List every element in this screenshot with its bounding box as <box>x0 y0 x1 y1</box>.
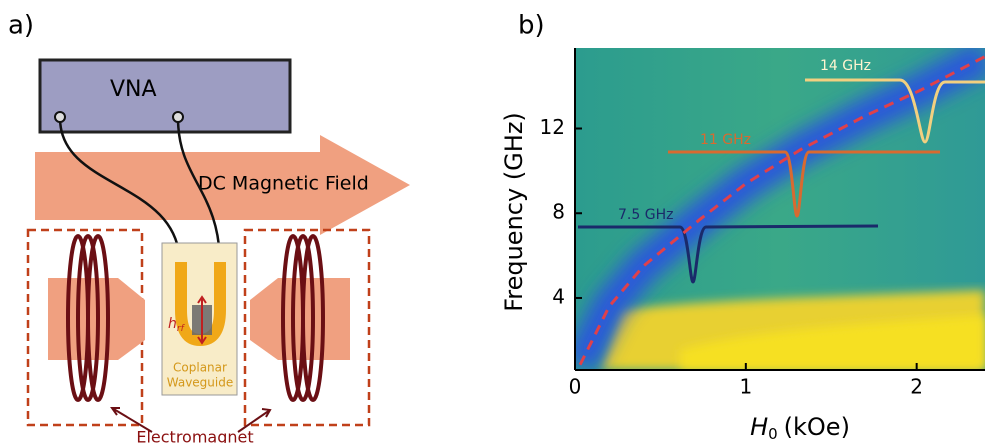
annotation: 14 GHz <box>820 58 871 74</box>
field-label: DC Magnetic Field <box>198 173 369 195</box>
x-tick-label: 1 <box>739 375 752 399</box>
x-symbol: H <box>750 413 768 441</box>
y-axis-label: Frequency (GHz) <box>500 112 528 312</box>
panel-label: b) <box>518 11 545 41</box>
waveguide-label: Waveguide <box>167 376 234 390</box>
x-axis-label: H0 (kOe) <box>750 413 850 443</box>
vna-box <box>40 60 290 132</box>
annotation: 11 GHz <box>700 132 751 148</box>
pole-piece <box>250 278 350 360</box>
figure: a) VNA DC Magnetic Field hrf Coplanar Wa… <box>0 0 986 443</box>
annotation: 7.5 GHz <box>618 207 673 223</box>
port <box>173 112 183 122</box>
x-tick-label: 0 <box>569 375 582 399</box>
waveguide-label: Coplanar <box>173 361 227 375</box>
port <box>55 112 65 122</box>
x-unit: (kOe) <box>784 413 850 441</box>
y-tick-label: 4 <box>552 284 565 308</box>
y-tick-label: 12 <box>540 115 565 139</box>
magnet-label: Electromagnet <box>136 428 253 444</box>
rf-symbol: h <box>168 316 177 332</box>
y-tick-label: 8 <box>552 200 565 224</box>
vna-label: VNA <box>110 77 157 102</box>
x-tick-label: 2 <box>910 375 923 399</box>
x-subscript: 0 <box>768 425 778 443</box>
panel-label: a) <box>8 11 34 41</box>
